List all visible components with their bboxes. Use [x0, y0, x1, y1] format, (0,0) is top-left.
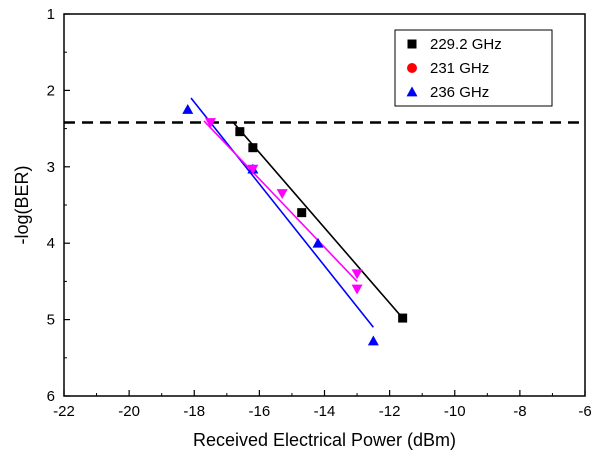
y-tick-label: 5 [47, 312, 55, 329]
x-tick-label: -8 [513, 403, 526, 420]
legend-label: 229.2 GHz [430, 36, 502, 53]
y-axis-label: -log(BER) [12, 165, 32, 244]
data-point [235, 127, 245, 137]
x-tick-label: -14 [314, 403, 336, 420]
y-tick-label: 2 [47, 82, 55, 99]
y-tick-label: 3 [47, 159, 55, 176]
x-tick-label: -20 [118, 403, 140, 420]
y-tick-label: 6 [47, 388, 55, 405]
legend-marker [407, 39, 417, 49]
x-tick-label: -6 [578, 403, 591, 420]
x-axis-label: Received Electrical Power (dBm) [193, 430, 456, 450]
data-point [297, 208, 307, 218]
data-point [182, 104, 194, 114]
data-point [398, 313, 408, 323]
legend-label: 231 GHz [430, 60, 489, 77]
data-point [351, 269, 363, 280]
x-tick-label: -10 [444, 403, 466, 420]
x-tick-label: -18 [183, 403, 205, 420]
data-point [276, 189, 288, 200]
x-tick-label: -16 [249, 403, 271, 420]
legend-marker [407, 63, 417, 73]
data-point [351, 284, 363, 295]
x-tick-label: -12 [379, 403, 401, 420]
data-point [367, 335, 379, 346]
data-point [312, 237, 324, 248]
data-point [205, 118, 217, 128]
data-point [248, 143, 258, 153]
fit-line [232, 121, 404, 319]
data-point [247, 164, 259, 175]
y-tick-label: 4 [47, 235, 55, 252]
legend-box [394, 29, 553, 107]
legend-marker [406, 86, 418, 97]
legend-label: 236 GHz [430, 84, 489, 101]
fit-line [203, 120, 358, 282]
fit-line [190, 97, 374, 328]
x-tick-label: -22 [53, 403, 75, 420]
y-tick-label: 1 [47, 6, 55, 23]
